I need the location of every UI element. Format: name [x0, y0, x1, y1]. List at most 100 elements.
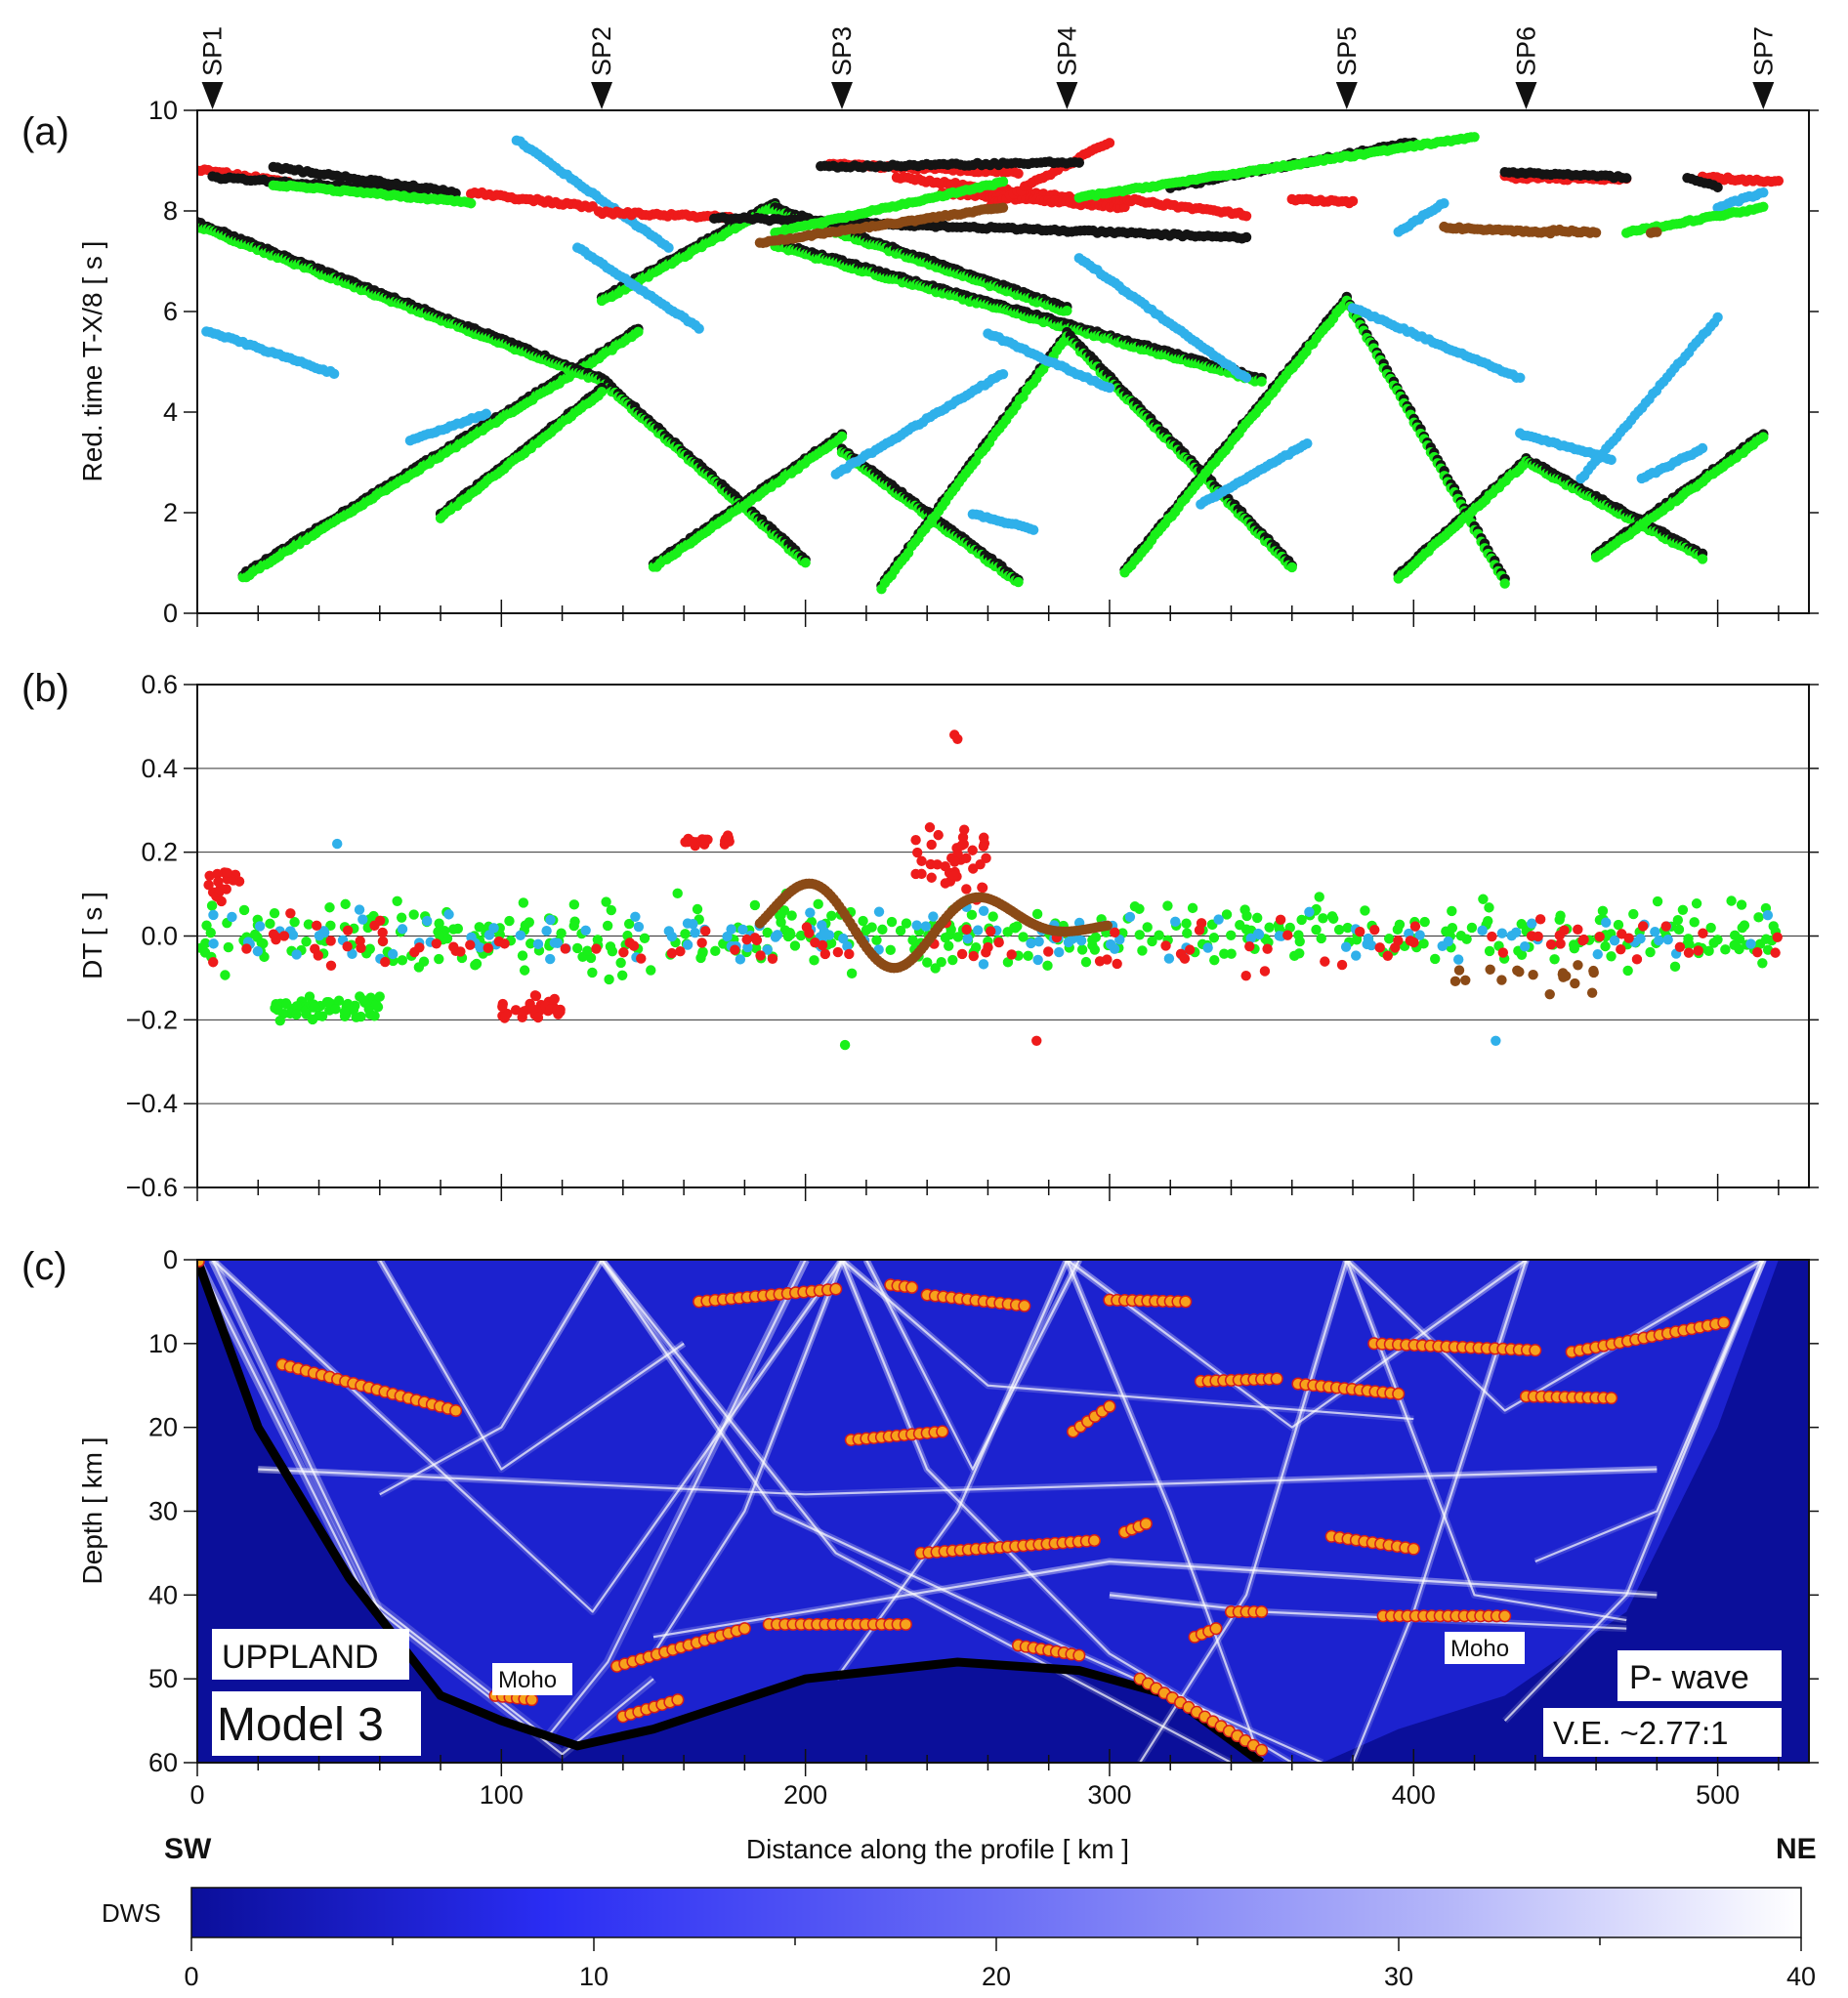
- travel-time-pick: [1606, 454, 1617, 466]
- residual-point: [525, 938, 536, 949]
- residual-point: [987, 911, 998, 922]
- residual-point: [1054, 946, 1065, 958]
- residual-point: [968, 950, 979, 962]
- residual-point: [630, 911, 641, 922]
- residual-point: [846, 968, 858, 979]
- residual-point: [414, 942, 425, 953]
- residual-point: [474, 922, 484, 933]
- travel-time-pick: [1240, 372, 1252, 383]
- residual-point: [568, 899, 580, 910]
- residual-point: [252, 945, 264, 957]
- residual-point: [993, 937, 1004, 948]
- travel-time-pick: [481, 408, 491, 419]
- residual-point: [933, 829, 944, 841]
- residual-point: [928, 911, 939, 922]
- residual-point: [301, 937, 312, 947]
- residual-point: [592, 935, 604, 945]
- residual-point: [1414, 930, 1425, 940]
- residual-point: [342, 998, 354, 1010]
- residual-point: [1351, 935, 1363, 945]
- residual-point: [623, 918, 635, 930]
- residual-point: [700, 834, 711, 846]
- travel-time-pick: [800, 558, 811, 568]
- residual-point: [1506, 930, 1517, 941]
- residual-point: [633, 921, 645, 933]
- travel-time-pick: [1773, 176, 1785, 187]
- residual-point: [1628, 908, 1639, 920]
- residual-point: [475, 942, 485, 953]
- residual-point: [1691, 898, 1702, 909]
- residual-point: [966, 909, 978, 921]
- residual-point: [1336, 959, 1348, 971]
- residual-point: [1549, 954, 1560, 965]
- residual-point: [1708, 937, 1719, 948]
- residual-point: [499, 938, 510, 949]
- residual-point: [532, 1012, 544, 1023]
- residual-point: [1705, 922, 1716, 934]
- residual-point: [1023, 950, 1033, 962]
- residual-point: [1394, 919, 1406, 931]
- residual-point: [1745, 938, 1756, 949]
- residual-point: [949, 856, 960, 867]
- residual-point: [1187, 902, 1198, 914]
- residual-point: [1613, 919, 1624, 931]
- residual-point: [767, 953, 778, 964]
- residual-point: [1622, 965, 1633, 977]
- residual-point: [397, 955, 408, 966]
- residual-point: [1342, 922, 1353, 934]
- residual-point: [1555, 910, 1566, 921]
- residual-point: [515, 930, 526, 940]
- residual-point: [1154, 930, 1164, 940]
- travel-time-pick: [997, 368, 1009, 380]
- residual-point: [1240, 970, 1251, 981]
- residual-point: [357, 914, 368, 925]
- residual-point: [1672, 915, 1684, 926]
- residual-point: [556, 928, 567, 938]
- residual-point: [710, 945, 721, 957]
- residual-point: [1437, 940, 1448, 951]
- shot-point-marker: [591, 82, 613, 109]
- residual-point: [1114, 935, 1125, 945]
- residual-point: [397, 924, 408, 935]
- residual-point: [1478, 894, 1489, 904]
- residual-point: [1032, 954, 1043, 966]
- residual-point: [1660, 921, 1671, 932]
- residual-point: [206, 900, 218, 911]
- residual-point: [978, 905, 989, 916]
- travel-time-pick: [693, 323, 704, 334]
- residual-point: [1374, 942, 1385, 953]
- residual-point: [497, 1001, 508, 1013]
- residual-point: [421, 915, 433, 927]
- residual-point: [269, 907, 280, 919]
- residual-point: [1736, 899, 1747, 910]
- residual-point: [582, 945, 593, 956]
- residual-point: [527, 1004, 538, 1015]
- residual-point: [1241, 910, 1252, 922]
- travel-time-pick: [836, 431, 848, 442]
- shot-point-marker: [1752, 82, 1775, 109]
- residual-point: [1674, 941, 1686, 952]
- residual-point: [1527, 918, 1537, 929]
- residual-point: [730, 944, 740, 955]
- residual-point: [258, 937, 269, 949]
- residual-point: [979, 832, 989, 843]
- residual-point: [274, 1015, 285, 1026]
- residual-point: [555, 1006, 566, 1018]
- residual-point: [601, 896, 611, 907]
- residual-point: [1018, 932, 1029, 942]
- residual-point: [1112, 958, 1122, 970]
- residual-point: [977, 882, 988, 894]
- residual-point: [1075, 936, 1087, 946]
- residual-point: [696, 937, 707, 948]
- residual-point: [396, 912, 407, 923]
- y-tick-label: 8: [163, 196, 178, 226]
- residual-point: [1080, 956, 1092, 968]
- residual-point: [1340, 941, 1352, 952]
- travel-time-pick: [1073, 157, 1085, 168]
- residual-point: [370, 999, 382, 1010]
- residual-point: [541, 926, 552, 937]
- residual-point: [568, 920, 579, 932]
- travel-time-pick: [1712, 182, 1723, 193]
- y-tick-label: 10: [148, 96, 178, 125]
- residual-point: [1262, 943, 1273, 954]
